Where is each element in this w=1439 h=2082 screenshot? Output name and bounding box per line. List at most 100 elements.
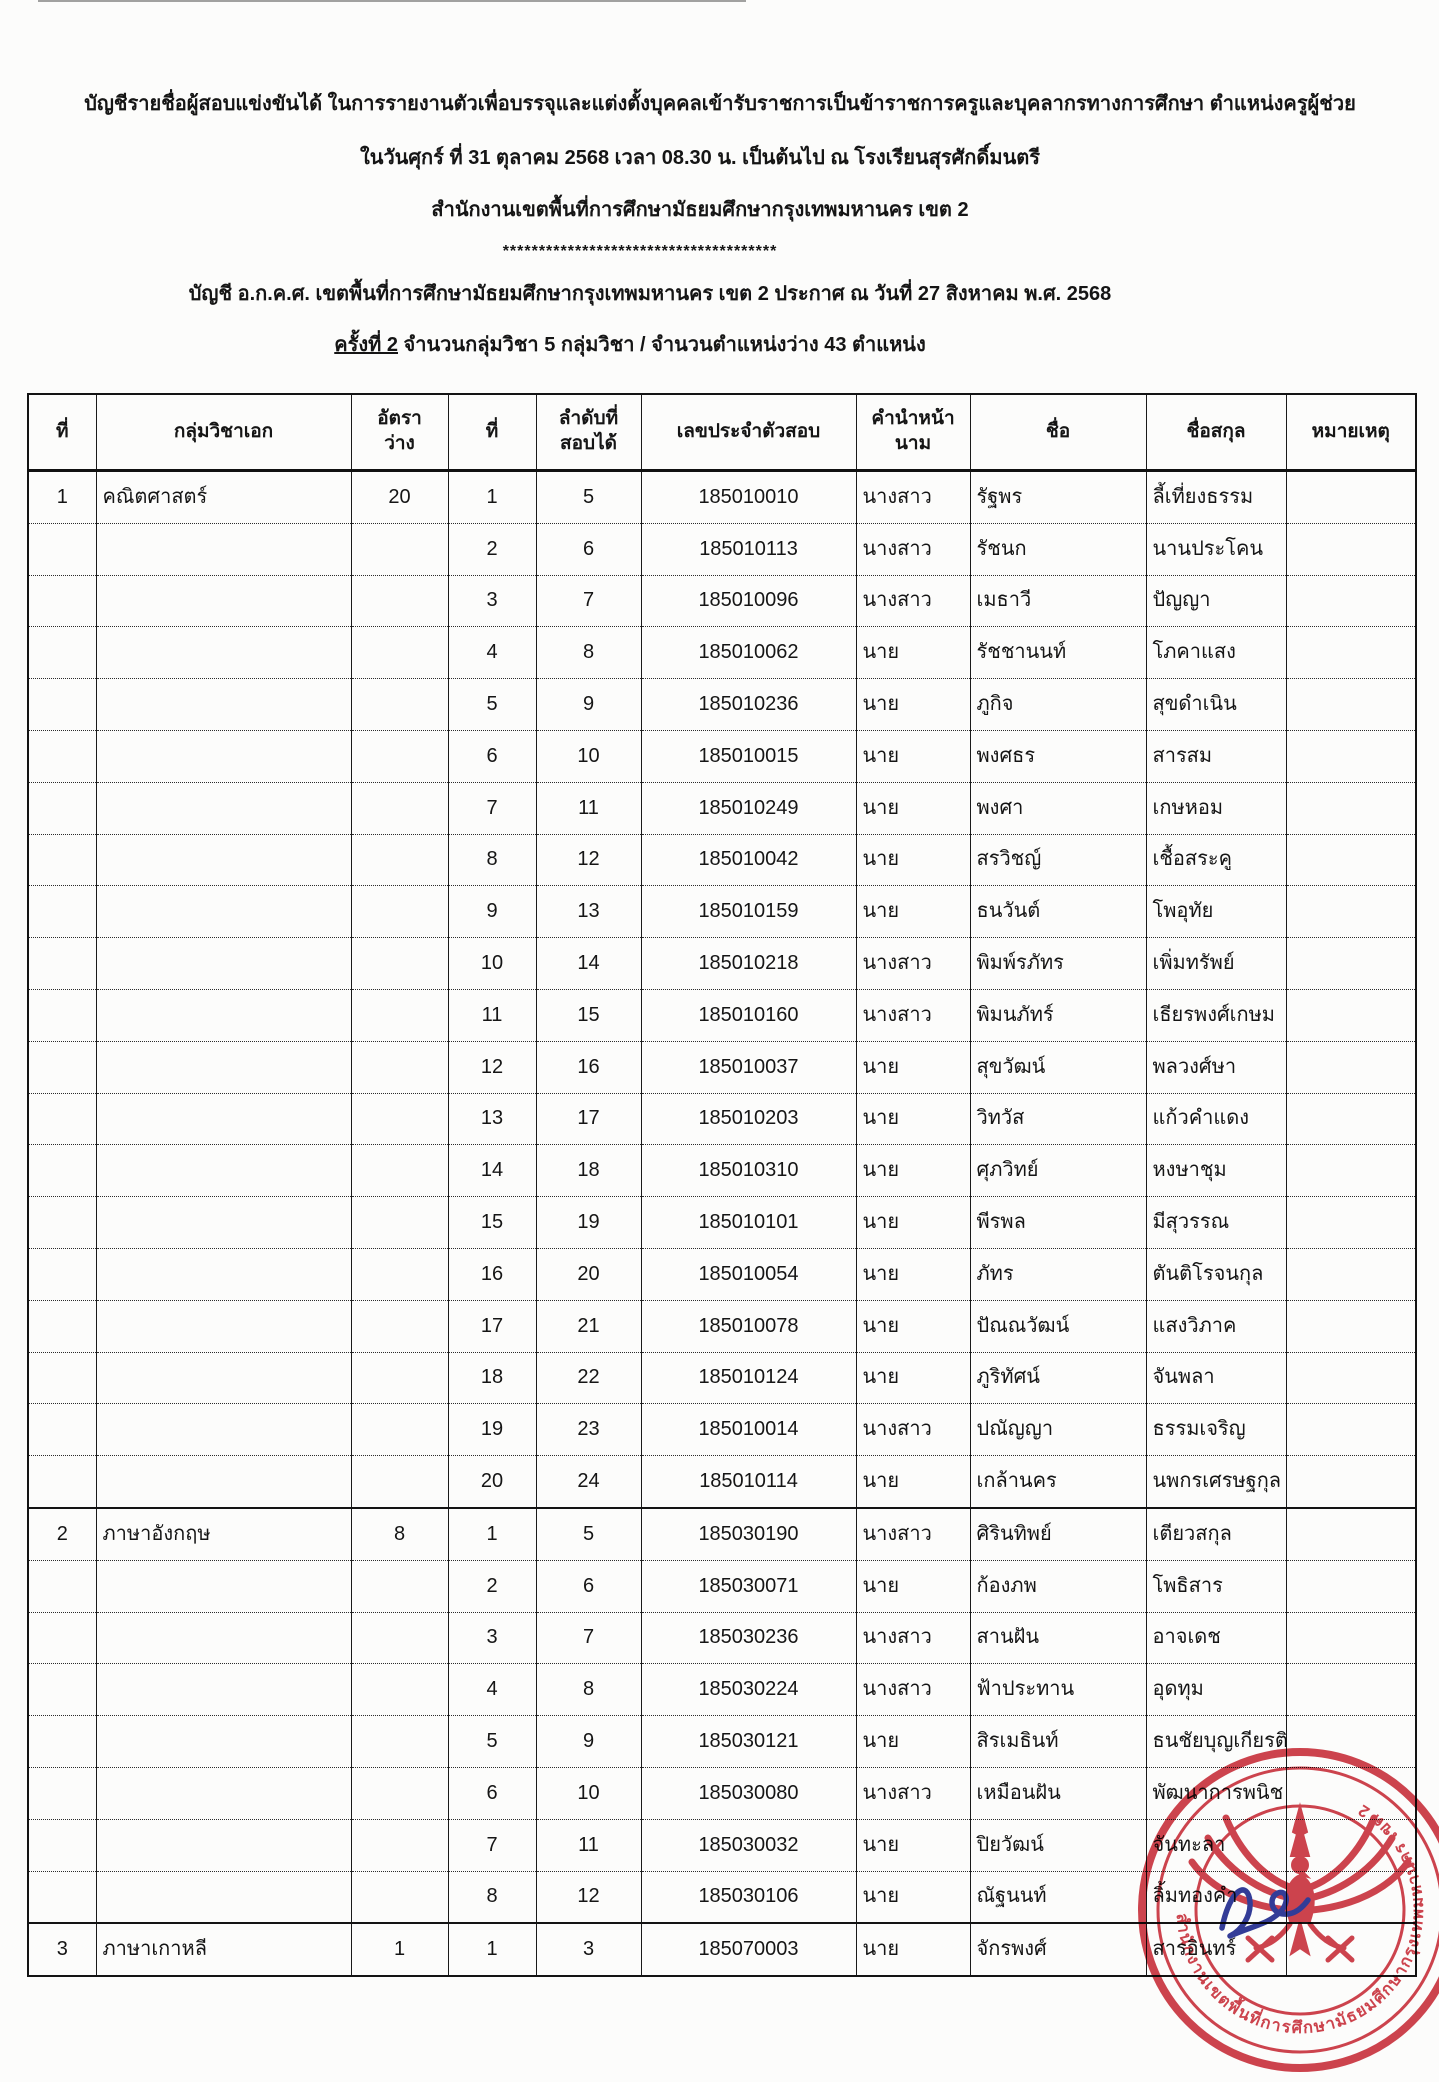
cell-exam-rank: 7	[535, 1612, 642, 1665]
cell-vacancy	[350, 834, 449, 887]
cell-last-name: ลี้เที่ยงธรรม	[1145, 470, 1287, 524]
cell-first-name: รัชชานนท์	[969, 626, 1147, 680]
col-header-exam-rank: ลำดับที่ สอบได้	[535, 393, 642, 472]
cell-row-no: 2	[447, 1560, 537, 1613]
cell-first-name: ปณัญญา	[969, 1403, 1147, 1457]
cell-remark	[1285, 937, 1417, 990]
cell-vacancy	[350, 1663, 449, 1717]
cell-first-name: พงศธร	[969, 730, 1147, 783]
cell-exam-rank: 5	[535, 470, 642, 524]
cell-last-name: โพอุทัย	[1145, 885, 1287, 939]
cell-last-name: พลวงศ์ษา	[1145, 1041, 1287, 1094]
cell-exam-rank: 20	[535, 1248, 642, 1301]
cell-first-name: จักรพงศ์	[969, 1923, 1147, 1978]
cell-exam-id: 185030106	[640, 1871, 857, 1925]
cell-exam-id: 185010078	[640, 1300, 857, 1353]
table-row: 8 12 185030106 นาย ณัฐนนท์ ลิ้มทองคำ	[27, 1871, 1417, 1925]
table-row: 4 8 185010062 นาย รัชชานนท์ โภคาแสง	[27, 626, 1417, 680]
cell-last-name: ลิ้มทองคำ	[1145, 1871, 1287, 1925]
cell-subject-group	[95, 1093, 352, 1146]
cell-last-name: มีสุวรรณ	[1145, 1196, 1287, 1249]
cell-exam-id: 185030071	[640, 1560, 857, 1613]
cell-exam-rank: 6	[535, 1560, 642, 1613]
cell-first-name: ภูกิจ	[969, 678, 1147, 731]
cell-remark	[1285, 730, 1417, 783]
cell-row-no: 4	[447, 1663, 537, 1717]
cell-first-name: เมธาวี	[969, 575, 1147, 628]
cell-section-no: 2	[27, 1507, 97, 1561]
cell-vacancy	[350, 1767, 449, 1820]
cell-subject-group	[95, 1196, 352, 1249]
cell-name-title: นาย	[855, 885, 971, 939]
table-row: 10 14 185010218 นางสาว พิมพ์รภัทร เพิ่มทรัพย์	[27, 937, 1417, 990]
cell-name-title: นางสาว	[855, 989, 971, 1042]
cell-vacancy	[350, 678, 449, 731]
cell-subject-group	[95, 1715, 352, 1768]
cell-exam-id: 185010054	[640, 1248, 857, 1301]
cell-last-name: อุดทุม	[1145, 1663, 1287, 1717]
cell-remark	[1285, 834, 1417, 887]
cell-row-no: 16	[447, 1248, 537, 1301]
cell-exam-id: 185070003	[640, 1923, 857, 1978]
cell-exam-id: 185010203	[640, 1093, 857, 1146]
cell-exam-id: 185010218	[640, 937, 857, 990]
cell-vacancy	[350, 1041, 449, 1094]
cell-exam-id: 185030032	[640, 1819, 857, 1872]
cell-exam-id: 185010160	[640, 989, 857, 1042]
cell-exam-rank: 11	[535, 1819, 642, 1872]
cell-vacancy	[350, 885, 449, 939]
cell-name-title: นาย	[855, 1144, 971, 1198]
table-header-row: ที่ กลุ่มวิชาเอก อัตรา ว่าง ที่ ลำดับที่…	[27, 393, 1417, 472]
cell-exam-rank: 12	[535, 834, 642, 887]
col-header-remark: หมายเหตุ	[1285, 393, 1417, 472]
cell-row-no: 1	[447, 1923, 537, 1978]
table-row: 8 12 185010042 นาย สรวิชญ์ เชื้อสระคู	[27, 834, 1417, 887]
cell-row-no: 2	[447, 523, 537, 576]
cell-name-title: นางสาว	[855, 1767, 971, 1820]
cell-row-no: 20	[447, 1455, 537, 1509]
cell-exam-id: 185030121	[640, 1715, 857, 1768]
cell-section-no	[27, 575, 97, 628]
cell-first-name: รัฐพร	[969, 470, 1147, 524]
cell-remark	[1285, 1093, 1417, 1146]
cell-exam-id: 185030236	[640, 1612, 857, 1665]
cell-vacancy	[350, 1871, 449, 1925]
cell-section-no	[27, 1196, 97, 1249]
cell-subject-group	[95, 1041, 352, 1094]
cell-subject-group	[95, 1352, 352, 1405]
cell-row-no: 8	[447, 834, 537, 887]
scan-artifact	[38, 0, 746, 2]
table-row: 5 9 185030121 นาย สิรเมธินท์ ธนชัยบุญเกียรติ	[27, 1715, 1417, 1768]
cell-section-no	[27, 885, 97, 939]
cell-section-no	[27, 989, 97, 1042]
cell-remark	[1285, 1612, 1417, 1665]
cell-exam-id: 185010101	[640, 1196, 857, 1249]
table-row: 16 20 185010054 นาย ภัทร ตันติโรจนกุล	[27, 1248, 1417, 1301]
cell-section-no	[27, 1352, 97, 1405]
document-title-line4: บัญชี อ.ก.ค.ศ. เขตพื้นที่การศึกษามัธยมศึ…	[188, 283, 1112, 305]
table-row: 3 7 185030236 นางสาว สานฝัน อาจเดช	[27, 1612, 1417, 1665]
cell-last-name: สุขดำเนิน	[1145, 678, 1287, 731]
cell-vacancy	[350, 1196, 449, 1249]
cell-subject-group	[95, 937, 352, 990]
cell-first-name: ศิรินทิพย์	[969, 1507, 1147, 1561]
cell-exam-id: 185010096	[640, 575, 857, 628]
cell-row-no: 19	[447, 1403, 537, 1457]
cell-section-no	[27, 626, 97, 680]
cell-exam-id: 185010236	[640, 678, 857, 731]
cell-section-no	[27, 1144, 97, 1198]
cell-first-name: ปัณณวัฒน์	[969, 1300, 1147, 1353]
cell-section-no: 1	[27, 470, 97, 524]
cell-last-name: นพกรเศรษฐกุล	[1145, 1455, 1287, 1509]
cell-remark	[1285, 1041, 1417, 1094]
cell-name-title: นางสาว	[855, 1612, 971, 1665]
cell-name-title: นางสาว	[855, 1507, 971, 1561]
cell-remark	[1285, 1352, 1417, 1405]
cell-section-no	[27, 937, 97, 990]
table-row: 7 11 185030032 นาย ปิยวัฒน์ จันทะลา	[27, 1819, 1417, 1872]
cell-section-no	[27, 1403, 97, 1457]
cell-row-no: 6	[447, 730, 537, 783]
cell-last-name: สารอินทร์	[1145, 1923, 1287, 1978]
cell-last-name: โภคาแสง	[1145, 626, 1287, 680]
